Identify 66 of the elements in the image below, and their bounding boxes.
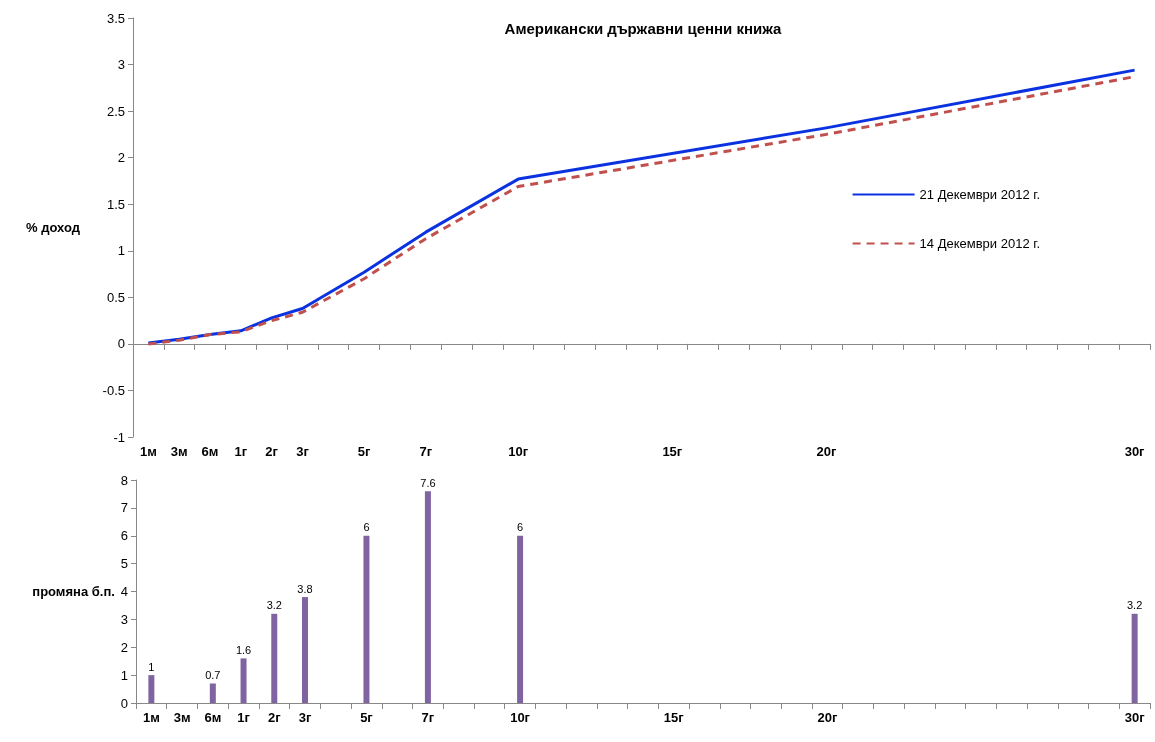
y-tick-label: 3	[120, 611, 128, 627]
bar	[148, 675, 155, 703]
x-tick-label: 3г	[298, 710, 312, 725]
data-label: 3.8	[297, 582, 313, 595]
x-tick-label: 10г	[510, 710, 531, 725]
x-tick-label: 2г	[267, 710, 282, 725]
data-label: 1	[148, 660, 155, 673]
y-tick-label: 1	[117, 243, 125, 259]
x-tick-label: 10г	[508, 444, 529, 459]
y-tick-label: 1.5	[106, 196, 125, 212]
data-label: 6	[517, 521, 524, 534]
y-tick-label: 0	[120, 695, 128, 711]
y-axis-title: промяна б.п.	[32, 584, 115, 599]
x-tick-label: 3м	[170, 444, 188, 459]
x-tick-label: 15г	[662, 444, 683, 459]
y-tick-label: 7	[120, 500, 128, 516]
x-tick-label: 1м	[139, 444, 157, 459]
x-tick-label: 30г	[1124, 444, 1146, 459]
data-label: 1.6	[235, 643, 252, 656]
bar	[517, 535, 524, 703]
bar	[424, 491, 431, 703]
y-tick-label: 5	[120, 556, 128, 572]
legend-label: 14 Декември 2012 г.	[919, 236, 1041, 251]
x-tick-label: 20г	[817, 710, 838, 725]
x-tick-label: 20г	[816, 444, 837, 459]
x-tick-label: 15г	[663, 710, 685, 725]
bar	[271, 613, 278, 703]
x-tick-label: 3г	[296, 444, 310, 459]
x-tick-label: 1г	[237, 710, 251, 725]
bar	[302, 597, 308, 703]
x-tick-label: 6м	[201, 444, 219, 459]
x-tick-label: 6м	[204, 710, 222, 725]
y-tick-label: 2.5	[106, 103, 125, 119]
y-axis-title: % доход	[26, 220, 81, 235]
y-tick-label: 6	[120, 528, 128, 544]
x-tick-label: 1м	[142, 710, 160, 725]
y-tick-label: 4	[120, 584, 128, 599]
y-tick-label: 0	[117, 336, 125, 352]
x-tick-label: 7г	[419, 444, 433, 459]
bar	[363, 535, 370, 703]
data-label: 7.6	[420, 476, 436, 489]
x-tick-label: 1г	[234, 444, 248, 459]
y-tick-label: 1	[120, 667, 128, 683]
data-label: 3.2	[266, 599, 282, 612]
x-tick-label: 5г	[357, 444, 372, 459]
bar	[1131, 613, 1138, 703]
legend-label: 21 Декември 2012 г.	[919, 187, 1041, 202]
y-tick-label: 3	[117, 57, 125, 73]
bar	[240, 658, 247, 703]
x-tick-label: 3м	[173, 710, 191, 725]
y-tick-label: 2	[120, 639, 128, 655]
y-tick-label: 0.5	[106, 289, 125, 305]
y-tick-label: 8	[120, 472, 128, 488]
data-label: 3.2	[1126, 599, 1143, 612]
data-label: 6	[363, 521, 370, 534]
y-tick-label: 2	[117, 150, 125, 166]
y-tick-label: -0.5	[102, 382, 125, 398]
bar	[209, 683, 216, 703]
x-tick-label: 30г	[1124, 710, 1146, 725]
chart-title: Американски държавни ценни книжа	[504, 20, 783, 37]
data-label: 0.7	[205, 668, 221, 681]
y-tick-label: -1	[113, 429, 125, 445]
y-tick-label: 3.5	[106, 10, 125, 26]
x-tick-label: 5г	[360, 710, 374, 725]
x-tick-label: 7г	[421, 710, 435, 725]
x-tick-label: 2г	[265, 444, 279, 459]
